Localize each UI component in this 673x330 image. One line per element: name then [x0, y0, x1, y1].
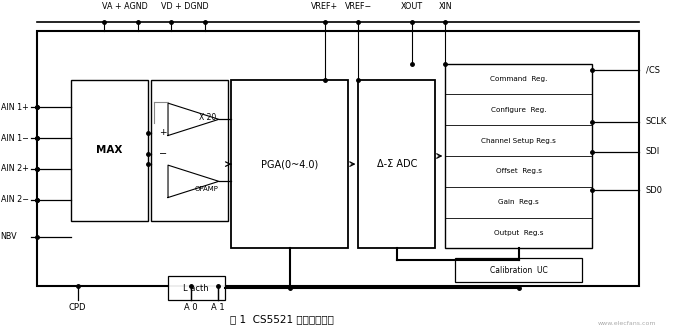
Text: Channel Setup Reg.s: Channel Setup Reg.s: [481, 138, 557, 144]
Text: Configure  Reg.: Configure Reg.: [491, 107, 546, 113]
Text: VD + DGND: VD + DGND: [161, 2, 209, 11]
FancyBboxPatch shape: [232, 80, 349, 248]
Text: NBV: NBV: [1, 233, 17, 242]
Text: Gain  Reg.s: Gain Reg.s: [499, 199, 539, 205]
Text: CPD: CPD: [69, 303, 86, 313]
Text: Calibration  UC: Calibration UC: [490, 266, 548, 275]
Text: SDI: SDI: [646, 147, 660, 156]
FancyBboxPatch shape: [359, 80, 435, 248]
Text: Offset  Reg.s: Offset Reg.s: [496, 168, 542, 174]
FancyBboxPatch shape: [168, 276, 225, 300]
Text: +: +: [160, 128, 167, 137]
Text: XIN: XIN: [439, 2, 452, 11]
Text: OPAMP: OPAMP: [194, 186, 219, 192]
Text: AIN 2−: AIN 2−: [1, 195, 29, 204]
Text: A 0: A 0: [184, 303, 198, 313]
Text: −: −: [159, 148, 167, 159]
Text: VREF−: VREF−: [345, 2, 372, 11]
Text: AIN 2+: AIN 2+: [1, 164, 28, 174]
Text: Output  Reg.s: Output Reg.s: [494, 230, 544, 236]
Text: 图 1  CS5521 总体结构框图: 图 1 CS5521 总体结构框图: [229, 314, 333, 325]
Text: www.elecfans.com: www.elecfans.com: [598, 321, 656, 326]
Text: Command  Reg.: Command Reg.: [490, 76, 548, 82]
FancyBboxPatch shape: [151, 80, 228, 221]
Text: MAX: MAX: [96, 145, 122, 155]
Text: XOUT: XOUT: [401, 2, 423, 11]
Text: AIN 1−: AIN 1−: [1, 134, 28, 143]
Text: VREF+: VREF+: [312, 2, 339, 11]
Text: A 1: A 1: [211, 303, 225, 313]
Text: PGA(0~4.0): PGA(0~4.0): [261, 159, 318, 169]
FancyBboxPatch shape: [456, 258, 582, 282]
FancyBboxPatch shape: [446, 64, 592, 248]
Text: Δ-Σ ADC: Δ-Σ ADC: [377, 159, 417, 169]
Text: X 20: X 20: [199, 113, 216, 122]
Text: AIN 1+: AIN 1+: [1, 103, 28, 112]
Text: L acth: L acth: [184, 283, 209, 292]
FancyBboxPatch shape: [71, 80, 148, 221]
Text: SD0: SD0: [646, 185, 663, 194]
FancyBboxPatch shape: [38, 31, 639, 285]
Text: SCLK: SCLK: [646, 117, 667, 126]
Text: /CS: /CS: [646, 66, 660, 75]
Text: VA + AGND: VA + AGND: [102, 2, 147, 11]
